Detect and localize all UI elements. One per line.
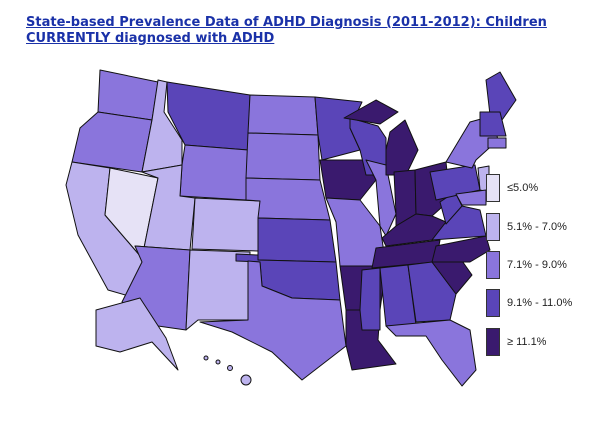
legend-item: 7.1% - 9.0% — [486, 251, 567, 279]
legend-label: ≤5.0% — [507, 182, 539, 194]
state-ME[interactable] — [485, 71, 517, 121]
state-OR[interactable] — [71, 111, 153, 173]
state-KS[interactable] — [257, 217, 337, 263]
state-MI[interactable] — [385, 119, 419, 176]
state-HI[interactable] — [203, 355, 252, 386]
state-WA[interactable] — [97, 69, 159, 121]
state-MD-DE[interactable] — [455, 189, 487, 206]
state-WY[interactable] — [179, 144, 249, 201]
state-ID[interactable] — [141, 79, 183, 173]
legend-label: 9.1% - 11.0% — [507, 297, 573, 309]
legend-label: ≥ 11.1% — [507, 336, 547, 348]
state-IA[interactable] — [319, 159, 377, 201]
legend-label: 5.1% - 7.0% — [507, 221, 567, 233]
legend-swatch — [486, 213, 500, 241]
state-VT-NH-MA[interactable] — [479, 111, 507, 137]
state-KY[interactable] — [381, 213, 447, 247]
legend-swatch — [486, 328, 500, 356]
legend-item: 5.1% - 7.0% — [486, 213, 567, 241]
map-title-link[interactable]: State-based Prevalence Data of ADHD Diag… — [26, 15, 547, 46]
state-NE[interactable] — [245, 177, 331, 221]
legend-item: ≥ 11.1% — [486, 328, 546, 356]
legend-item: 9.1% - 11.0% — [486, 289, 572, 317]
legend-swatch — [486, 251, 500, 279]
state-FL[interactable] — [385, 319, 477, 387]
state-VA[interactable] — [431, 205, 487, 241]
state-AK[interactable] — [95, 297, 179, 371]
state-SD[interactable] — [245, 132, 321, 181]
legend-swatch — [486, 174, 500, 202]
legend-swatch — [486, 289, 500, 317]
state-ND[interactable] — [247, 94, 319, 136]
state-CT-RI[interactable] — [487, 137, 507, 149]
state-GA[interactable] — [407, 261, 457, 323]
state-MS[interactable] — [359, 267, 381, 331]
state-MI-upper[interactable] — [343, 99, 399, 125]
state-TX[interactable] — [199, 260, 347, 381]
state-NC[interactable] — [431, 235, 491, 263]
legend-label: 7.1% - 9.0% — [507, 259, 567, 271]
state-CO[interactable] — [191, 197, 261, 252]
legend-item: ≤5.0% — [486, 174, 538, 202]
state-NM[interactable] — [185, 249, 251, 331]
